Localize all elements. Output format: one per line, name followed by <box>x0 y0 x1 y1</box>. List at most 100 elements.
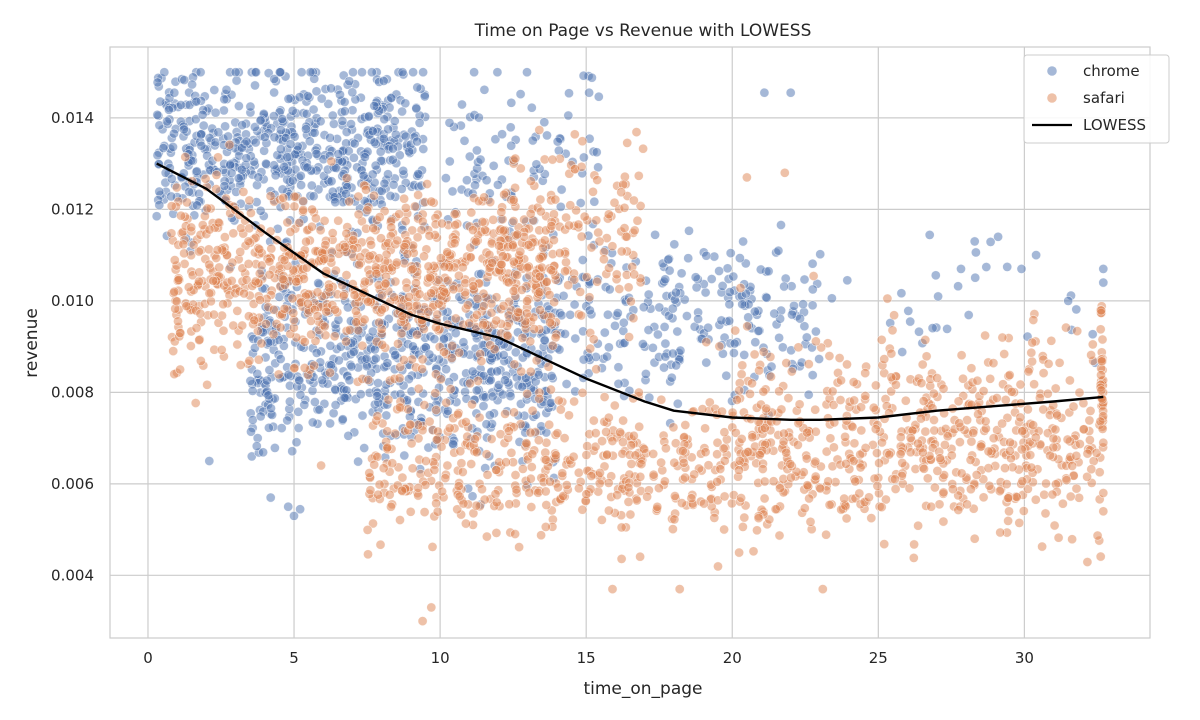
data-point-safari <box>860 442 871 453</box>
data-point-safari <box>1027 356 1037 367</box>
data-point-safari <box>445 384 456 394</box>
data-point-safari <box>1097 334 1108 345</box>
data-point-chrome <box>683 253 694 264</box>
data-point-safari <box>391 257 402 268</box>
data-point-chrome <box>703 322 713 333</box>
data-point-chrome <box>728 271 739 282</box>
data-point-safari <box>551 450 561 461</box>
data-point-chrome <box>506 97 517 108</box>
data-point-safari <box>1027 337 1038 348</box>
data-point-safari <box>1000 394 1011 405</box>
data-point-chrome <box>373 378 383 388</box>
data-point-chrome <box>593 162 603 173</box>
data-point-chrome <box>366 67 377 78</box>
data-point-safari <box>842 359 852 370</box>
data-point-safari <box>734 547 744 558</box>
data-point-safari <box>916 378 927 388</box>
data-point-safari <box>983 463 994 473</box>
data-point-safari <box>244 223 255 234</box>
data-point-chrome <box>1098 263 1109 274</box>
data-point-safari <box>856 425 867 436</box>
data-point-safari <box>588 334 599 345</box>
data-point-safari <box>616 187 627 198</box>
data-point-safari <box>171 182 182 193</box>
data-point-safari <box>575 286 586 297</box>
data-point-safari <box>180 152 191 162</box>
data-point-safari <box>238 186 249 197</box>
data-point-safari <box>412 329 422 340</box>
data-point-safari <box>409 201 420 212</box>
data-point-safari <box>870 424 881 434</box>
data-point-safari <box>383 394 394 405</box>
data-point-chrome <box>275 144 286 155</box>
y-tick-label: 0.006 <box>51 475 94 493</box>
data-point-chrome <box>457 99 467 110</box>
data-point-safari <box>500 408 510 419</box>
data-point-safari <box>636 459 647 469</box>
data-point-safari <box>890 484 901 494</box>
data-point-chrome <box>475 154 486 165</box>
data-point-safari <box>218 299 229 310</box>
data-point-chrome <box>643 289 654 300</box>
data-point-safari <box>510 529 520 539</box>
data-point-safari <box>431 498 441 509</box>
data-point-safari <box>287 293 298 304</box>
data-point-safari <box>607 584 618 594</box>
data-point-chrome <box>328 119 339 129</box>
data-point-chrome <box>777 342 788 353</box>
data-point-safari <box>561 480 572 490</box>
data-point-chrome <box>564 88 574 99</box>
data-point-safari <box>200 173 211 184</box>
data-point-chrome <box>253 172 264 183</box>
data-point-safari <box>597 436 607 446</box>
data-point-safari <box>289 363 300 374</box>
data-point-safari <box>466 207 477 218</box>
data-point-safari <box>1071 483 1082 494</box>
data-point-chrome <box>1098 277 1109 288</box>
x-tick-label: 15 <box>577 649 596 667</box>
data-point-safari <box>965 454 976 465</box>
data-point-safari <box>397 485 407 496</box>
data-point-safari <box>619 223 630 233</box>
data-point-chrome <box>407 341 418 352</box>
data-point-safari <box>486 307 497 318</box>
data-point-safari <box>525 473 536 484</box>
data-point-chrome <box>196 129 206 140</box>
data-point-safari <box>329 331 340 342</box>
data-point-safari <box>508 286 519 296</box>
data-point-safari <box>886 372 897 383</box>
data-point-safari <box>918 396 929 406</box>
data-point-chrome <box>247 385 258 396</box>
data-point-chrome <box>411 103 422 114</box>
data-point-chrome <box>1031 250 1041 260</box>
data-point-safari <box>1015 412 1026 423</box>
data-point-chrome <box>942 323 952 334</box>
data-point-safari <box>632 215 643 226</box>
data-point-chrome <box>691 282 702 293</box>
data-point-safari <box>1035 392 1045 403</box>
data-point-chrome <box>179 75 190 85</box>
data-point-safari <box>678 457 689 468</box>
data-point-safari <box>191 323 202 333</box>
data-point-chrome <box>682 311 692 321</box>
data-point-safari <box>897 457 908 468</box>
data-point-chrome <box>706 274 717 284</box>
data-point-safari <box>467 399 477 410</box>
data-point-safari <box>626 440 637 451</box>
data-point-chrome <box>814 354 824 364</box>
data-point-chrome <box>250 80 260 91</box>
data-point-safari <box>453 481 464 491</box>
data-point-chrome <box>210 107 221 118</box>
data-point-safari <box>736 433 747 444</box>
data-point-safari <box>249 315 260 326</box>
data-point-chrome <box>187 79 197 90</box>
data-point-safari <box>412 232 423 243</box>
data-point-safari <box>380 278 391 289</box>
data-point-safari <box>325 367 335 378</box>
data-point-chrome <box>807 370 818 380</box>
data-point-safari <box>171 296 182 307</box>
data-point-safari <box>540 486 551 497</box>
data-point-safari <box>882 293 893 304</box>
data-point-chrome <box>343 146 354 156</box>
data-point-chrome <box>412 82 423 93</box>
